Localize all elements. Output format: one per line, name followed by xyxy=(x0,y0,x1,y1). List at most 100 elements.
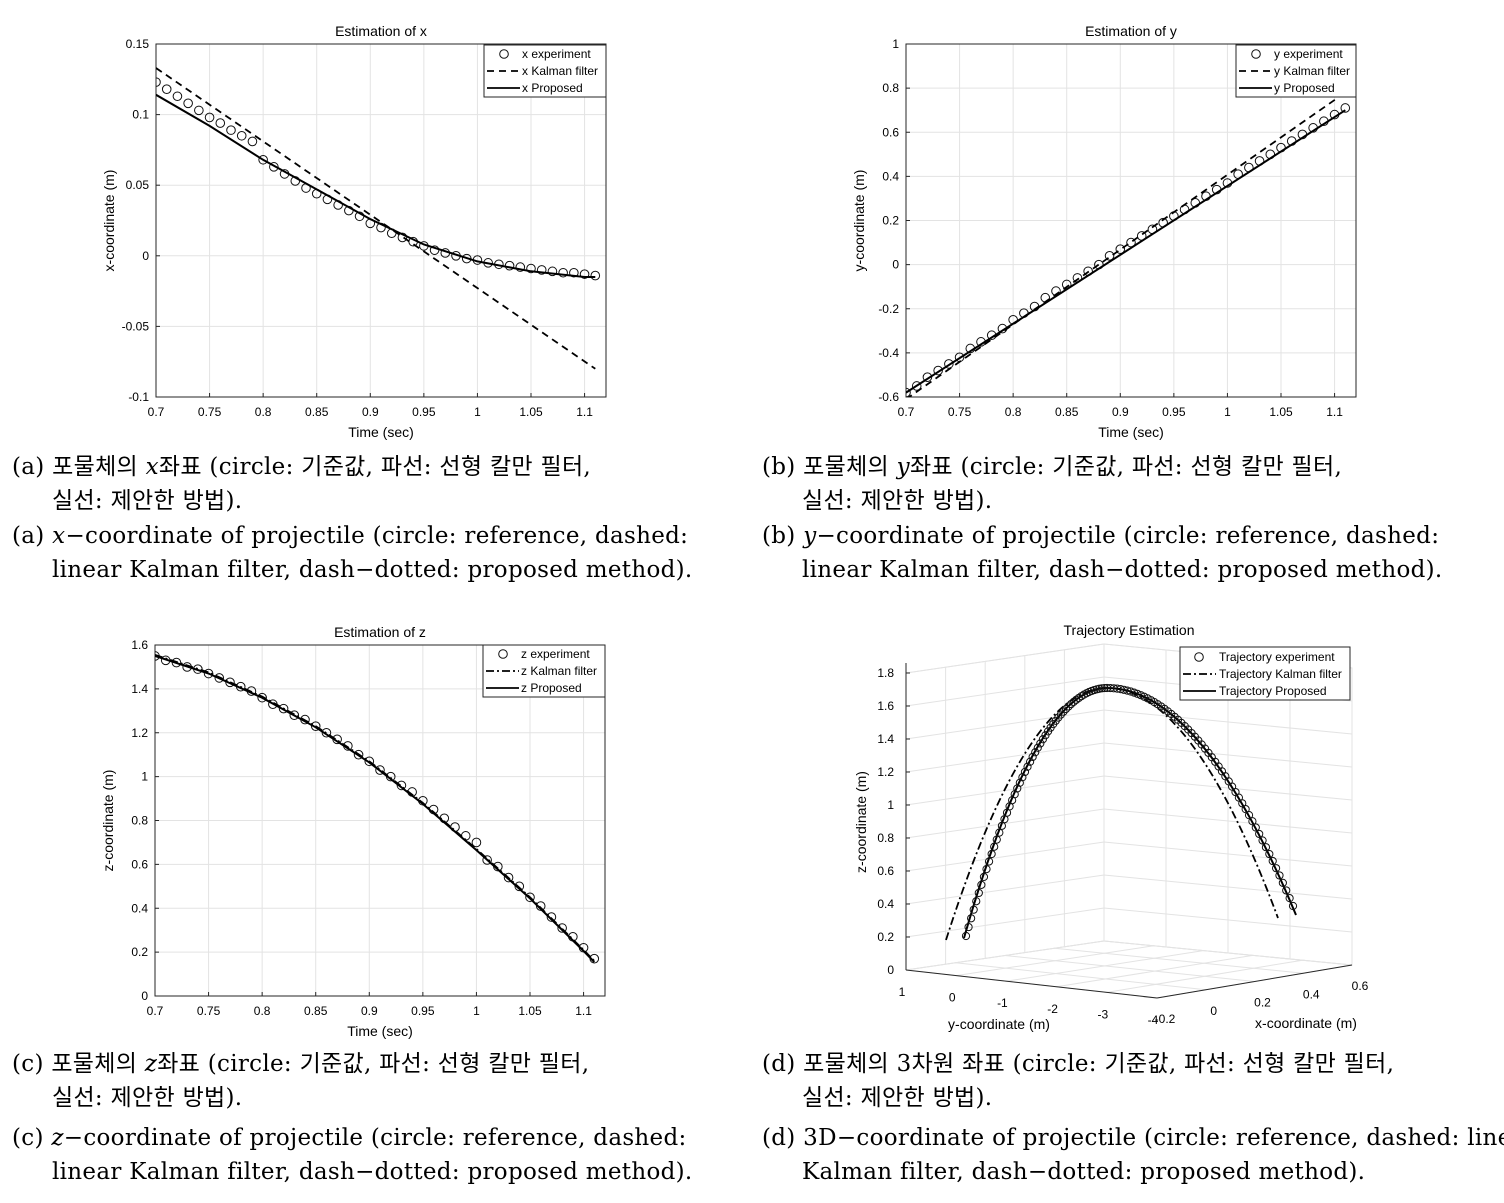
data-point-trajectory-experiment xyxy=(1064,702,1073,711)
x-tick-label: 0.8 xyxy=(254,1004,271,1018)
x-tick-label: 0.95 xyxy=(1162,405,1186,419)
data-point-x-experiment xyxy=(226,125,236,135)
z-tick-label: 0.2 xyxy=(877,930,894,944)
legend: z experiment z Kalman filter z Proposed xyxy=(482,644,606,698)
data-point-x-experiment xyxy=(236,130,247,141)
caption-b-korean-prefix: (b) 포물체의 xyxy=(762,454,897,480)
y-tick-label: 0.05 xyxy=(126,178,150,192)
floor-gridline-x xyxy=(1103,940,1353,966)
caption-c-english-line2: linear Kalman filter, dash−dotted: propo… xyxy=(52,1159,693,1185)
legend-label: Trajectory experiment xyxy=(1219,650,1335,664)
legend-label: y Proposed xyxy=(1274,81,1335,95)
back-left-wall xyxy=(905,643,1105,971)
data-point-x-experiment xyxy=(247,136,258,147)
z-tick-label: 0.6 xyxy=(877,864,894,878)
x-tick-label: 0.7 xyxy=(147,1004,164,1018)
axes-box xyxy=(905,43,1357,398)
x-tick-label: 1 xyxy=(473,1004,480,1018)
x-tick-label: 0.9 xyxy=(362,405,379,419)
data-point-x-experiment xyxy=(515,262,526,272)
y-tick-label: -0.2 xyxy=(878,302,899,316)
series-line-y-proposed xyxy=(906,109,1346,394)
x-axis-label: Time (sec) xyxy=(348,424,414,440)
x-tick-label: 0.95 xyxy=(411,1004,435,1018)
caption-b-variable: y xyxy=(896,454,910,480)
y3d-tick-label: 0 xyxy=(949,991,956,1005)
y3d-tick-label: -1 xyxy=(997,996,1008,1010)
data-point-trajectory-experiment xyxy=(1025,757,1035,766)
data-point-y-experiment xyxy=(1104,251,1115,261)
y-tick-label: 1.4 xyxy=(131,682,148,696)
legend-label: Trajectory Proposed xyxy=(1219,684,1327,698)
legend-label: z experiment xyxy=(521,647,590,661)
data-point-trajectory-experiment xyxy=(1061,704,1071,714)
y-axis-label: x-coordinate (m) xyxy=(101,170,117,272)
x-tick-label: 0.75 xyxy=(198,405,222,419)
chart-title: Trajectory Estimation xyxy=(1064,622,1195,638)
data-point-y-experiment xyxy=(906,387,911,397)
legend-label: z Proposed xyxy=(521,681,582,695)
legend-marker-circle xyxy=(1194,652,1204,662)
data-point-z-experiment xyxy=(321,727,332,738)
y-tick-label: 0.6 xyxy=(131,857,148,871)
caption-a-english-line2: linear Kalman filter, dash−dotted: propo… xyxy=(52,557,693,583)
x-tick-label: 0.85 xyxy=(1055,405,1079,419)
data-point-trajectory-experiment xyxy=(969,905,978,914)
x-tick-label: 0.95 xyxy=(412,405,436,419)
data-point-trajectory-experiment xyxy=(1015,778,1024,787)
z-tick-label: 1 xyxy=(887,798,894,812)
y3d-tick-label: -2 xyxy=(1047,1002,1058,1016)
data-point-y-experiment xyxy=(911,381,922,391)
chart-y-group: 0.7 0.75 0.8 0.85 0.9 0.95 1 1.05 1.1 -0.6 -0.4 -0.… xyxy=(851,23,1357,440)
data-point-z-experiment xyxy=(364,756,375,767)
data-point-trajectory-experiment xyxy=(1285,894,1294,903)
data-layer xyxy=(155,651,600,964)
caption-a-korean: (a) 포물체의 x좌표 (circle: 기준값, 파선: 선형 칼만 필터, xyxy=(12,450,591,484)
data-point-x-experiment xyxy=(156,77,161,87)
caption-a-english-prefix: (a) xyxy=(12,523,53,549)
legend-marker-circle xyxy=(1251,49,1261,59)
y3d-tick-label: 1 xyxy=(899,985,906,999)
data-point-trajectory-experiment xyxy=(964,922,973,932)
data-point-z-experiment xyxy=(257,692,267,703)
data-point-trajectory-experiment xyxy=(1020,767,1030,777)
data-point-trajectory-experiment xyxy=(979,872,989,881)
data-point-trajectory-experiment xyxy=(1038,735,1048,744)
data-point-trajectory-experiment xyxy=(982,865,991,874)
series-line-trajectory-kalman-filter xyxy=(945,687,1279,941)
y-tick-label: 1.6 xyxy=(131,638,148,652)
y-tick-label: 0 xyxy=(141,989,148,1003)
data-point-trajectory-experiment xyxy=(1255,829,1264,839)
data-point-z-experiment xyxy=(289,710,300,721)
data-point-trajectory-experiment xyxy=(987,849,996,859)
caption-a-variable: x xyxy=(145,454,159,480)
caption-d-english-line2: Kalman filter, dash−dotted: proposed met… xyxy=(802,1159,1366,1185)
caption-b-english: (b) y−coordinate of projectile (circle: … xyxy=(762,519,1439,553)
y-tick-label: 0.1 xyxy=(132,108,149,122)
x-tick-label: 0.9 xyxy=(361,1004,378,1018)
legend-marker-circle xyxy=(498,649,508,659)
caption-b-korean-rest: 좌표 (circle: 기준값, 파선: 선형 칼만 필터, xyxy=(909,454,1343,480)
legend: y experiment y Kalman filter y Proposed xyxy=(1235,44,1357,98)
data-point-trajectory-experiment xyxy=(1275,871,1284,880)
data-point-x-experiment xyxy=(194,105,204,116)
data-point-trajectory-experiment xyxy=(1268,856,1277,866)
data-point-z-experiment xyxy=(353,749,364,760)
x-tick-label: 0.9 xyxy=(1112,405,1129,419)
series-line-x-kalman-filter xyxy=(156,67,596,370)
data-point-x-experiment xyxy=(161,84,172,94)
y-tick-label: -0.6 xyxy=(878,390,899,404)
data-point-trajectory-experiment xyxy=(1278,878,1287,887)
chart-z-group: 0.7 0.75 0.8 0.85 0.9 0.95 1 1.05 1.1 0 0.2 0.4 0.6 0… xyxy=(100,624,606,1039)
data-point-trajectory-experiment xyxy=(1031,748,1040,757)
x3d-axis-label: x-coordinate (m) xyxy=(1255,1015,1357,1031)
y-tick-label: 1 xyxy=(892,37,899,51)
z-tick-label: 1.8 xyxy=(877,666,894,680)
x-tick-label: 1 xyxy=(1224,405,1231,419)
x-tick-label: 1.05 xyxy=(1269,405,1293,419)
x-tick-label: 0.85 xyxy=(305,405,329,419)
caption-b-korean-line2: 실선: 제안한 방법). xyxy=(802,488,993,514)
x-tick-label: 0.8 xyxy=(1005,405,1022,419)
y-tick-label: -0.4 xyxy=(878,346,899,360)
caption-c-korean-line2: 실선: 제안한 방법). xyxy=(52,1085,243,1111)
